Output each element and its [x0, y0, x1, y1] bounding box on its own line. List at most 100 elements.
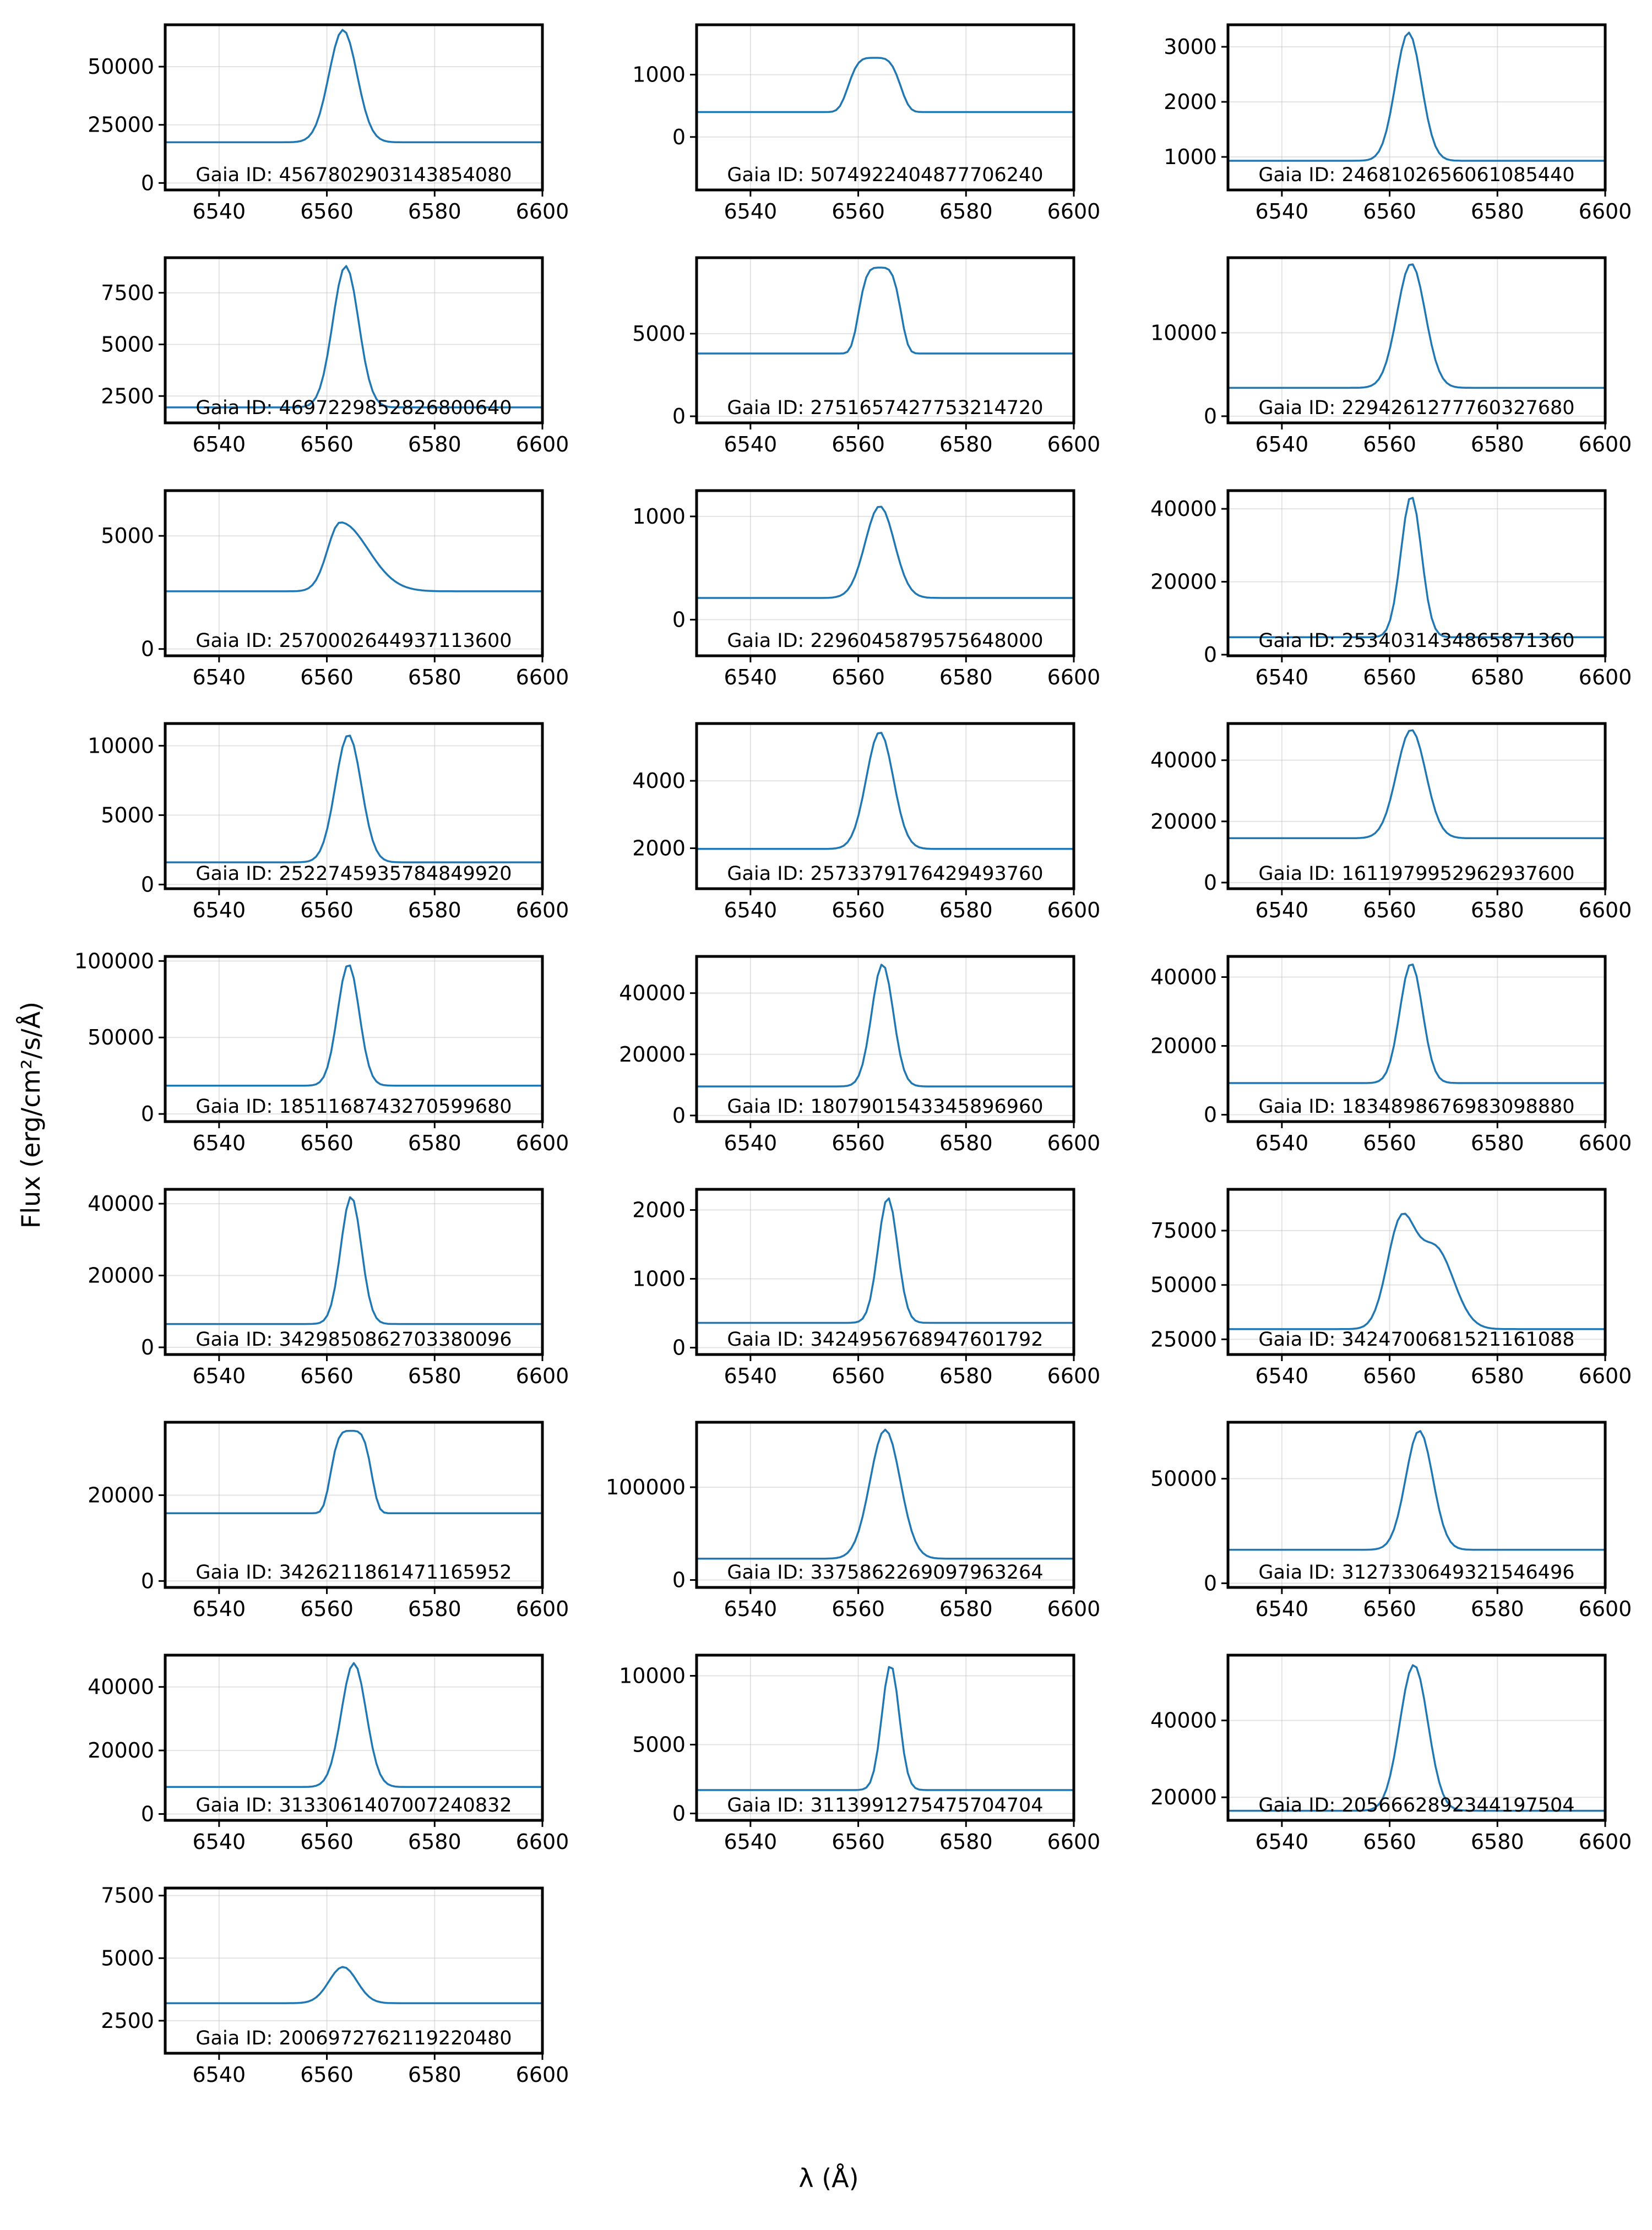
x-tick-label: 6560 — [832, 1597, 885, 1621]
spectrum-panel: 6540 6560 6580 6600 0 10000 Gaia ID: 229426127… — [1150, 256, 1632, 456]
x-tick-label: 6580 — [1471, 1597, 1524, 1621]
spectrum-panel: 6540 6560 6580 6600 0 50000 100000 Gaia ID: 185… — [74, 949, 569, 1155]
panel-frame — [695, 722, 1075, 890]
panel-frame — [1226, 489, 1607, 657]
panel-frame — [1226, 955, 1607, 1123]
x-tick-label: 6600 — [1047, 1830, 1101, 1854]
x-tick-label: 6580 — [939, 898, 993, 922]
x-tick-label: 6580 — [1471, 665, 1524, 689]
panel-frame — [1226, 256, 1607, 425]
y-tick-label: 40000 — [88, 1675, 154, 1699]
spectrum-line — [1228, 1212, 1605, 1330]
x-tick-label: 6600 — [516, 1830, 569, 1854]
spectrum-line — [165, 1196, 542, 1325]
y-tick-label: 20000 — [1150, 570, 1217, 594]
x-tick-label: 6580 — [1471, 1364, 1524, 1388]
y-tick-label: 20000 — [1150, 809, 1217, 834]
y-tick-label: 50000 — [88, 55, 154, 79]
y-tick-label: 2000 — [632, 836, 686, 861]
spectrum-panel: 6540 6560 6580 6600 0 20000 40000 Gaia ID: 3133… — [88, 1654, 569, 1854]
gaia-id-label: Gaia ID: 2294261277760327680 — [1258, 397, 1574, 419]
gaia-id-label: Gaia ID: 2573379176429493760 — [727, 863, 1043, 885]
x-tick-label: 6560 — [1363, 1364, 1416, 1388]
x-tick-label: 6580 — [1471, 432, 1524, 456]
x-tick-label: 6560 — [832, 432, 885, 456]
spectrum-line — [165, 29, 542, 144]
y-tick-label: 40000 — [619, 981, 686, 1005]
x-tick-label: 6580 — [939, 665, 993, 689]
y-tick-label: 0 — [141, 1569, 154, 1593]
spectrum-line — [697, 1666, 1074, 1791]
x-tick-label: 6560 — [300, 898, 354, 922]
panel-frame — [164, 1886, 544, 2055]
spectrum-line — [697, 1428, 1074, 1560]
y-tick-label: 5000 — [101, 1946, 154, 1970]
x-tick-label: 6560 — [300, 1364, 354, 1388]
gaia-id-label: Gaia ID: 1611979952962937600 — [1258, 863, 1574, 885]
panel-frame — [695, 1654, 1075, 1822]
x-tick-label: 6580 — [939, 1364, 993, 1388]
y-tick-label: 40000 — [1150, 965, 1217, 989]
spectrum-panel: 6540 6560 6580 6600 0 1000 Gaia ID: 5074922404… — [632, 23, 1100, 224]
y-tick-label: 20000 — [88, 1738, 154, 1763]
x-tick-label: 6580 — [408, 898, 461, 922]
y-tick-label: 10000 — [619, 1664, 686, 1688]
y-tick-label: 0 — [1204, 643, 1217, 667]
gaia-id-label: Gaia ID: 3424956768947601792 — [727, 1329, 1043, 1351]
y-tick-label: 100000 — [606, 1475, 686, 1499]
panel-frame — [695, 1188, 1075, 1356]
y-tick-label: 0 — [1204, 871, 1217, 895]
spectrum-line — [1228, 1664, 1605, 1812]
spectrum-line — [1228, 497, 1605, 638]
x-tick-label: 6560 — [1363, 1597, 1416, 1621]
spectrum-panel: 6540 6560 6580 6600 2500 5000 7500 Gaia ID: 200… — [101, 1884, 569, 2087]
y-tick-label: 1000 — [632, 63, 686, 87]
spectrum-line — [697, 1197, 1074, 1324]
x-tick-label: 6600 — [1047, 665, 1101, 689]
y-tick-label: 0 — [672, 607, 686, 632]
x-tick-label: 6540 — [192, 898, 246, 922]
spectrum-line — [697, 964, 1074, 1087]
spectrum-line — [697, 57, 1074, 113]
y-tick-label: 2000 — [632, 1198, 686, 1222]
panel-frame — [164, 23, 544, 192]
y-tick-label: 25000 — [88, 113, 154, 137]
panel-frame — [164, 1188, 544, 1356]
spectrum-line — [165, 265, 542, 409]
x-tick-label: 6540 — [1255, 1830, 1308, 1854]
x-tick-label: 6560 — [832, 199, 885, 224]
x-tick-label: 6600 — [516, 2063, 569, 2087]
x-tick-label: 6580 — [408, 1830, 461, 1854]
y-tick-label: 7500 — [101, 281, 154, 305]
y-tick-label: 0 — [672, 1336, 686, 1360]
y-tick-label: 0 — [1204, 404, 1217, 428]
x-tick-label: 6580 — [408, 1364, 461, 1388]
gaia-id-label: Gaia ID: 3429850862703380096 — [195, 1329, 512, 1351]
panel-frame — [695, 955, 1075, 1123]
x-tick-label: 6600 — [1579, 898, 1632, 922]
x-tick-label: 6600 — [1047, 432, 1101, 456]
x-tick-label: 6600 — [1047, 1131, 1101, 1155]
y-tick-label: 10000 — [88, 733, 154, 758]
x-tick-label: 6580 — [1471, 898, 1524, 922]
panel-frame — [695, 256, 1075, 425]
gaia-id-label: Gaia ID: 1834898676983098880 — [1258, 1096, 1574, 1118]
x-tick-label: 6560 — [832, 665, 885, 689]
spectrum-panel: 6540 6560 6580 6600 0 100000 Gaia ID: 33758622… — [606, 1421, 1100, 1621]
spectrum-panel: 6540 6560 6580 6600 0 20000 40000 Gaia ID: 1834… — [1150, 955, 1632, 1155]
x-tick-label: 6540 — [724, 1364, 777, 1388]
x-tick-label: 6600 — [516, 665, 569, 689]
y-tick-label: 0 — [141, 872, 154, 896]
x-tick-label: 6560 — [300, 199, 354, 224]
y-tick-label: 1000 — [632, 1267, 686, 1291]
spectrum-line — [697, 505, 1074, 599]
y-tick-label: 0 — [141, 1802, 154, 1826]
x-tick-label: 6580 — [408, 432, 461, 456]
spectrum-panel: 6540 6560 6580 6600 2000 4000 Gaia ID: 2573379… — [632, 722, 1100, 922]
gaia-id-label: Gaia ID: 3127330649321546496 — [1258, 1562, 1574, 1584]
x-tick-label: 6540 — [192, 1131, 246, 1155]
spectrum-panel: 6540 6560 6580 6600 0 20000 40000 Gaia ID: 1611… — [1150, 722, 1632, 922]
spectrum-line — [165, 1429, 542, 1514]
